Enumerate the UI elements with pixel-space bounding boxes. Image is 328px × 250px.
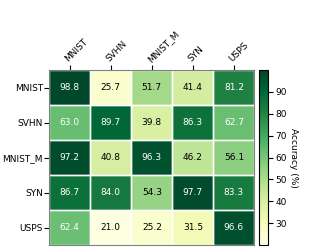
Bar (214, 175, 255, 210)
Bar (90, 105, 131, 140)
Bar (49, 140, 90, 175)
Bar (172, 70, 214, 105)
Text: 25.7: 25.7 (101, 83, 121, 92)
Text: 39.8: 39.8 (142, 118, 162, 127)
Text: 54.3: 54.3 (142, 188, 162, 197)
Bar (131, 210, 172, 245)
Text: 97.7: 97.7 (183, 188, 203, 197)
Text: 62.7: 62.7 (224, 118, 244, 127)
Bar (131, 70, 172, 105)
Bar (49, 175, 90, 210)
Bar (49, 70, 90, 105)
Text: 25.2: 25.2 (142, 223, 162, 232)
Bar (172, 105, 214, 140)
Bar (172, 175, 214, 210)
Bar (172, 140, 214, 175)
Y-axis label: Accuracy (%): Accuracy (%) (289, 128, 298, 188)
Text: 51.7: 51.7 (142, 83, 162, 92)
Text: 83.3: 83.3 (224, 188, 244, 197)
Bar (214, 140, 255, 175)
Text: 62.4: 62.4 (60, 223, 80, 232)
Text: 41.4: 41.4 (183, 83, 203, 92)
Bar (90, 210, 131, 245)
Bar (131, 140, 172, 175)
Bar (49, 105, 90, 140)
Bar (90, 140, 131, 175)
Text: 31.5: 31.5 (183, 223, 203, 232)
Text: 98.8: 98.8 (60, 83, 80, 92)
Bar (90, 70, 131, 105)
Text: 40.8: 40.8 (101, 153, 121, 162)
Bar (172, 210, 214, 245)
Text: 97.2: 97.2 (60, 153, 80, 162)
Bar (90, 175, 131, 210)
Text: 86.7: 86.7 (60, 188, 80, 197)
Text: 46.2: 46.2 (183, 153, 203, 162)
Text: 89.7: 89.7 (101, 118, 121, 127)
Text: 96.3: 96.3 (142, 153, 162, 162)
Text: 81.2: 81.2 (224, 83, 244, 92)
Bar (131, 175, 172, 210)
Bar (131, 105, 172, 140)
Text: 21.0: 21.0 (101, 223, 121, 232)
Text: 63.0: 63.0 (60, 118, 80, 127)
Bar (49, 210, 90, 245)
Text: 86.3: 86.3 (183, 118, 203, 127)
Text: 96.6: 96.6 (224, 223, 244, 232)
Bar (214, 210, 255, 245)
Bar (214, 105, 255, 140)
Text: 84.0: 84.0 (101, 188, 121, 197)
Bar (214, 70, 255, 105)
Text: 56.1: 56.1 (224, 153, 244, 162)
